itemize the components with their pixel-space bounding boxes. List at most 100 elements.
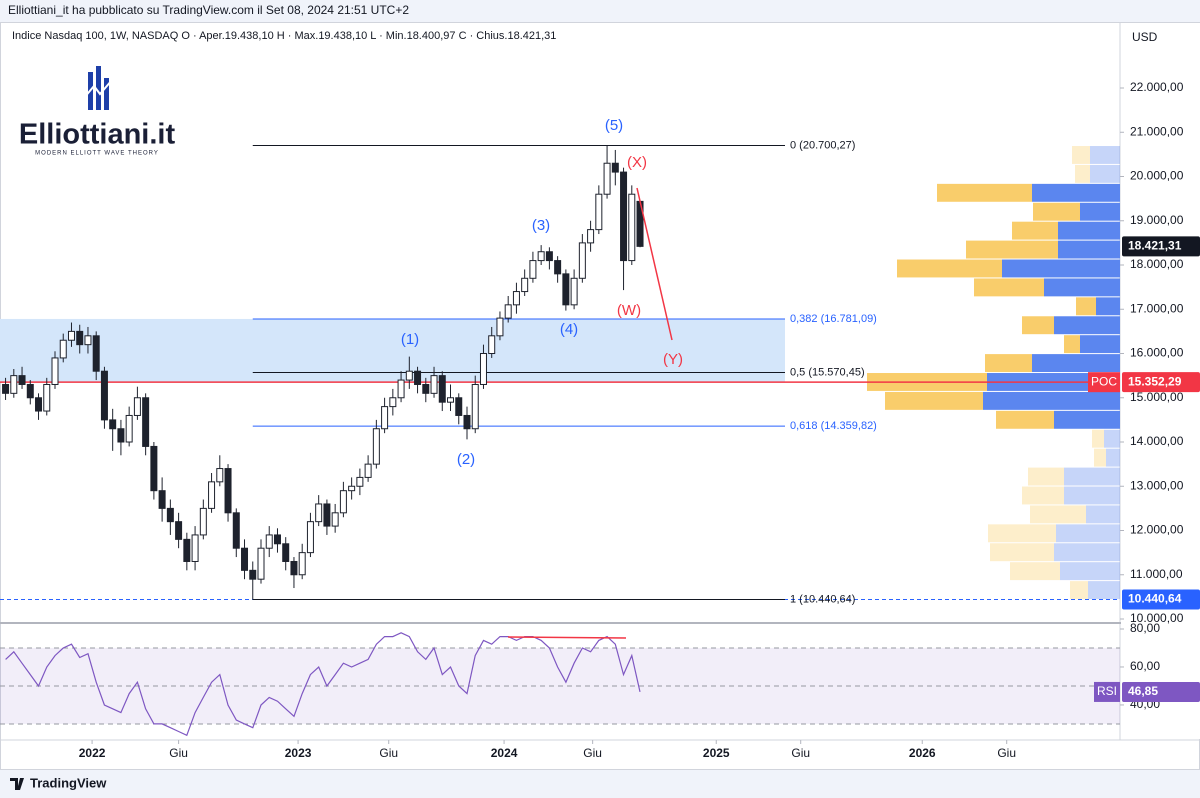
profile-up: [1096, 297, 1120, 316]
candle-body: [290, 560, 298, 576]
profile-down: [1064, 335, 1080, 354]
logo-bar: [104, 78, 109, 110]
logo-wave: [83, 79, 113, 99]
profile-down: [1092, 429, 1104, 448]
candle-body: [463, 414, 471, 430]
profile-up: [1080, 335, 1120, 354]
candle-body: [306, 521, 314, 554]
footer-brand: TradingView: [30, 775, 107, 790]
candle-body: [191, 534, 199, 562]
logo-bar: [96, 66, 101, 110]
rsi-tag: RSI: [1097, 684, 1117, 698]
candle-body: [183, 538, 191, 562]
x-tick-label: Giu: [379, 746, 398, 760]
profile-down: [974, 278, 1044, 297]
y-tick-label: 19.000,00: [1130, 213, 1184, 227]
candle-body: [199, 507, 207, 536]
candle-body: [414, 370, 422, 385]
wave-label: (3): [532, 217, 550, 234]
candle-body: [84, 335, 92, 346]
rsi-tag-box: [1094, 681, 1120, 702]
profile-up: [1106, 448, 1120, 467]
wave-label: (4): [560, 321, 578, 338]
y-tick-label: 11.000,00: [1130, 567, 1183, 581]
profile-down: [1010, 562, 1060, 581]
candle-body: [389, 397, 397, 408]
candle-body: [18, 375, 26, 385]
highlight-zone: [0, 318, 785, 383]
footer-bar: [0, 770, 1200, 798]
profile-down: [1012, 221, 1058, 240]
price-label-box: [1122, 589, 1200, 610]
rsi-value-box: [1122, 681, 1200, 702]
profile-down: [1030, 505, 1086, 524]
price-label: 18.421,31: [1128, 239, 1182, 253]
profile-down: [1094, 448, 1106, 467]
candle-body: [142, 397, 150, 447]
price-label: 10.440,64: [1128, 592, 1182, 606]
candle-body: [257, 547, 265, 580]
price-tag-box: [1088, 372, 1120, 393]
candle-body: [315, 503, 323, 523]
price-tag: POC: [1091, 374, 1117, 388]
candle-body: [496, 317, 504, 337]
profile-up: [1032, 354, 1120, 373]
profile-down: [1022, 486, 1064, 505]
ohlc-legend: Indice Nasdaq 100, 1W, NASDAQ O · Aper.1…: [12, 30, 556, 42]
candle-body: [455, 397, 463, 416]
wave-label: (5): [605, 117, 623, 134]
y-tick-label: 13.000,00: [1130, 478, 1184, 492]
candle-body: [51, 357, 59, 385]
candle-body: [545, 251, 553, 262]
profile-up: [1090, 146, 1120, 164]
candle-body: [438, 375, 446, 403]
candle-body: [100, 370, 108, 421]
profile-up: [1080, 202, 1120, 221]
profile-up: [1054, 316, 1120, 335]
profile-down: [885, 391, 983, 410]
candle-body: [265, 534, 273, 549]
candle-body: [348, 485, 356, 492]
y-tick-label: 17.000,00: [1130, 301, 1184, 315]
profile-down: [1033, 202, 1080, 221]
y-tick-label: 18.000,00: [1130, 257, 1184, 271]
profile-up: [1060, 562, 1120, 581]
candle-body: [587, 229, 595, 244]
candle-body: [241, 547, 249, 571]
fib-label: 1 (10.440,64): [790, 593, 855, 605]
candle-body: [117, 428, 125, 443]
rsi-y-tick-label: 80,00: [1130, 621, 1160, 635]
candle-body: [529, 260, 537, 279]
wave-label: (W): [617, 302, 641, 319]
candle-body: [158, 490, 166, 509]
profile-up: [1104, 429, 1120, 448]
profile-up: [1086, 505, 1120, 524]
logo-subtitle: MODERN ELLIOTT WAVE THEORY: [35, 151, 159, 157]
wave-label: (X): [627, 154, 647, 171]
profile-up: [1064, 467, 1120, 486]
x-tick-label: Giu: [169, 746, 188, 760]
candle-body: [479, 353, 487, 385]
candle-body: [422, 383, 430, 394]
candle-body: [521, 277, 529, 293]
y-tick-label: 14.000,00: [1130, 434, 1184, 448]
profile-down: [1072, 146, 1090, 164]
fib-label: 0,382 (16.781,09): [790, 313, 877, 325]
divergence-line: [507, 636, 627, 639]
profile-up: [1058, 221, 1120, 240]
logo-title: Elliottiani.it: [19, 119, 176, 151]
candle-body: [2, 383, 10, 394]
candle-body: [273, 534, 281, 545]
profile-down: [1076, 297, 1096, 316]
candle-body: [67, 330, 75, 341]
candle-body: [282, 543, 290, 562]
candle-body: [224, 468, 232, 514]
candle-body: [125, 414, 133, 443]
y-tick-label: 15.000,00: [1130, 390, 1184, 404]
price-label-box: [1122, 236, 1200, 257]
candle-body: [430, 375, 438, 394]
candle-body: [323, 503, 331, 527]
currency-label: USD: [1132, 30, 1158, 44]
candle-body: [339, 490, 347, 514]
